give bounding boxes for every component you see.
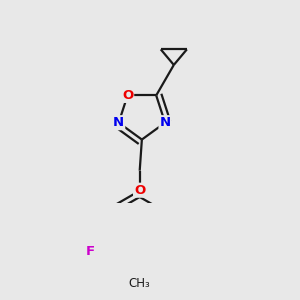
Text: N: N bbox=[113, 116, 124, 129]
Text: N: N bbox=[160, 116, 171, 129]
Text: O: O bbox=[122, 89, 133, 102]
Text: O: O bbox=[134, 184, 145, 197]
Text: F: F bbox=[86, 245, 95, 258]
Text: CH₃: CH₃ bbox=[129, 277, 151, 290]
